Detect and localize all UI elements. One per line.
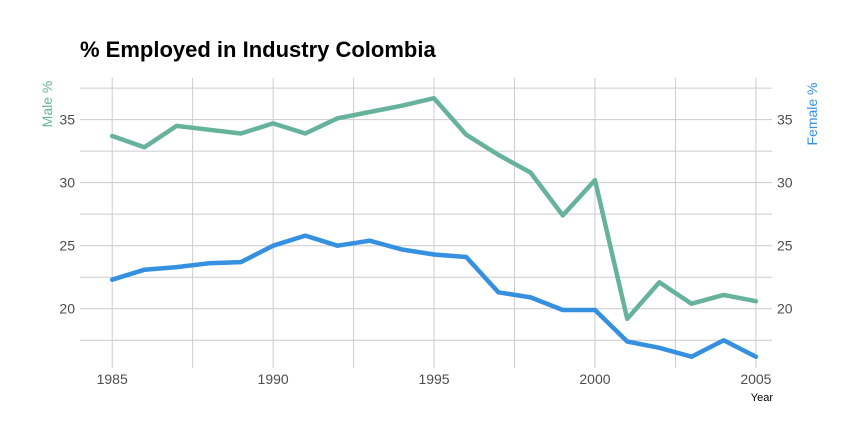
series-lines [109,95,759,359]
left-y-axis-ticks: 20 25 30 35 [59,112,75,317]
female-series-line [109,233,759,359]
right-y-axis-label: Female % [804,82,820,145]
x-tick-label: 1985 [97,371,128,387]
right-y-axis-ticks: 20 25 30 35 [777,112,793,317]
left-y-tick-label: 35 [59,112,75,128]
right-y-tick-label: 25 [777,238,793,254]
x-axis-ticks: 1985 1990 1995 2000 2005 [97,371,772,387]
x-tick-label: 2005 [740,371,771,387]
male-series-line [109,95,759,322]
left-y-tick-label: 25 [59,238,75,254]
chart-title: % Employed in Industry Colombia [80,37,436,62]
left-y-tick-label: 30 [59,175,75,191]
x-tick-label: 2000 [579,371,610,387]
right-y-tick-label: 20 [777,301,793,317]
x-tick-label: 1990 [258,371,289,387]
right-y-tick-label: 35 [777,112,793,128]
right-y-tick-label: 30 [777,175,793,191]
gridlines [80,78,772,368]
left-y-tick-label: 20 [59,301,75,317]
x-tick-label: 1995 [418,371,449,387]
left-y-axis-label: Male % [39,81,55,128]
x-axis-label: Year [751,392,774,404]
